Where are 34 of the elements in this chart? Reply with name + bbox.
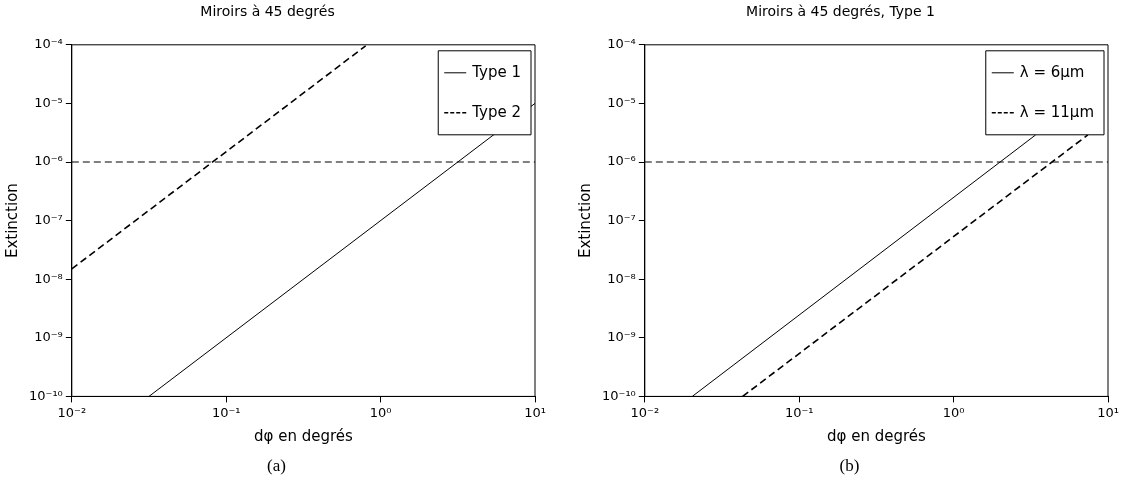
legend-label: Type 2 — [471, 102, 521, 121]
y-tick-label: 10⁻⁴ — [34, 36, 63, 52]
x-tick-label: 10¹ — [1097, 404, 1119, 420]
x-tick-label: 10⁻² — [630, 404, 660, 420]
y-tick-label: 10⁻⁹ — [34, 329, 63, 345]
y-tick-label: 10⁻⁵ — [607, 94, 636, 110]
x-tick-label: 10¹ — [524, 404, 546, 420]
y-tick-label: 10⁻⁵ — [34, 94, 63, 110]
text: (a) — [267, 456, 286, 476]
y-tick-label: 10⁻¹⁰ — [602, 387, 636, 403]
y-tick-label: 10⁻⁸ — [34, 270, 63, 286]
y-tick-label: 10⁻⁷ — [34, 211, 63, 227]
x-tick-label: 10⁻¹ — [784, 404, 814, 420]
y-tick-label: 10⁻⁶ — [607, 153, 636, 169]
legend-label: Type 1 — [471, 62, 521, 81]
y-axis-title: Extinction — [2, 183, 21, 259]
chart-title: Miroirs à 45 degrés, Type 1 — [746, 3, 935, 20]
x-tick-label: 10⁰ — [942, 404, 965, 420]
legend-label: λ = 6μm — [1019, 62, 1085, 81]
x-axis-title: dφ en degrés — [253, 426, 354, 445]
x-axis-title: dφ en degrés — [826, 426, 927, 445]
x-tick-label: 10⁻² — [57, 404, 87, 420]
y-tick-label: 10⁻⁶ — [34, 153, 63, 169]
y-tick-label: 10⁻⁹ — [607, 329, 636, 345]
y-tick-label: 10⁻⁷ — [607, 211, 636, 227]
text: (b) — [839, 456, 860, 476]
y-axis-title: Extinction — [575, 183, 594, 259]
y-tick-label: 10⁻⁴ — [607, 36, 636, 52]
y-tick-label: 10⁻¹⁰ — [29, 387, 63, 403]
legend-label: λ = 11μm — [1019, 102, 1095, 121]
y-tick-label: 10⁻⁸ — [607, 270, 636, 286]
x-tick-label: 10⁻¹ — [211, 404, 241, 420]
chart-title: Miroirs à 45 degrés — [200, 3, 335, 20]
x-tick-label: 10⁰ — [369, 404, 392, 420]
